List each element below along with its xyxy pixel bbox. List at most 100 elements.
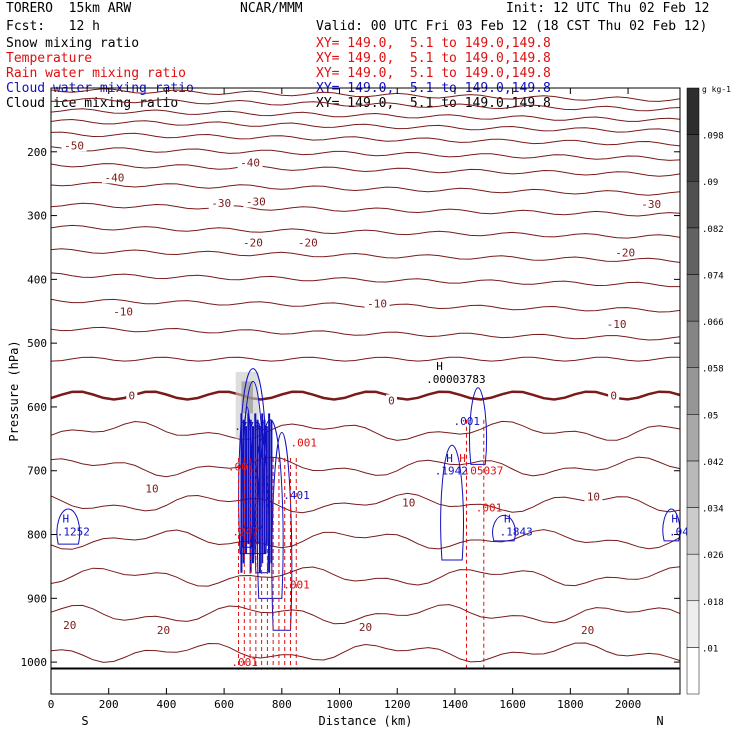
colorbar-tick-label: .098 bbox=[702, 132, 724, 142]
x-tick-label: 800 bbox=[272, 698, 292, 711]
temperature-label: 0 bbox=[388, 395, 395, 408]
temperature-label-bg bbox=[399, 496, 418, 509]
cloud-water-label: .1942 bbox=[435, 465, 468, 478]
isotherm-group bbox=[50, 88, 681, 663]
y-tick-label: 800 bbox=[27, 529, 47, 542]
colorbar-tick-label: .018 bbox=[702, 598, 724, 608]
colorbar-cell bbox=[686, 134, 700, 182]
temperature-label-bg bbox=[243, 195, 269, 208]
colorbar-cell bbox=[686, 460, 700, 508]
colorbar-cell bbox=[686, 320, 700, 368]
colorbar-tick-label: .058 bbox=[702, 365, 724, 375]
temperature-label-bg bbox=[110, 305, 136, 318]
temperature-label-bg bbox=[240, 236, 266, 249]
temperature-label-bg bbox=[356, 621, 375, 634]
colorbar-tick-label: .074 bbox=[702, 271, 724, 281]
y-axis-label: Pressure (hPa) bbox=[7, 340, 21, 441]
legend-label-temperature: Temperature bbox=[6, 51, 93, 66]
valid-time: Valid: 00 UTC Fri 03 Feb 12 (18 CST Thu … bbox=[316, 19, 708, 34]
x-tick-label: 600 bbox=[214, 698, 234, 711]
temperature-label: 0 bbox=[610, 389, 617, 402]
colorbar-cell bbox=[686, 553, 700, 602]
cloud-water-label: .1843 bbox=[500, 525, 533, 538]
temperature-label: -20 bbox=[298, 236, 318, 249]
colorbar-cell bbox=[686, 414, 700, 462]
cloud-water-label: H bbox=[63, 513, 70, 526]
temperature-label-bg bbox=[61, 139, 87, 152]
isotherm-line bbox=[50, 108, 681, 122]
y-tick-label: 200 bbox=[27, 146, 47, 159]
x-tick-label: 1200 bbox=[384, 698, 411, 711]
x-tick-label: 200 bbox=[99, 698, 119, 711]
temperature-label: -30 bbox=[211, 197, 231, 210]
temperature-label-bg bbox=[385, 394, 397, 407]
colorbar-tick-label: .066 bbox=[702, 318, 724, 328]
isotherm-line bbox=[50, 456, 681, 478]
isotherm-line bbox=[50, 326, 681, 341]
isotherm-line bbox=[50, 163, 681, 177]
cloud-water-label: .1252 bbox=[57, 525, 90, 538]
forecast-hour: Fcst: 12 h bbox=[6, 19, 100, 34]
cloud-water-label: H bbox=[671, 513, 678, 526]
cloud-water-label: H bbox=[504, 513, 511, 526]
temperature-label-bg bbox=[578, 624, 597, 637]
temperature-label: -20 bbox=[615, 247, 635, 260]
rain-label: H bbox=[459, 452, 466, 465]
snow-label: .00003783 bbox=[426, 373, 486, 386]
init-time: Init: 12 UTC Thu 02 Feb 12 bbox=[506, 1, 710, 16]
snow-label: H bbox=[436, 360, 443, 373]
isotherm-line bbox=[50, 131, 681, 147]
temperature-label: 10 bbox=[587, 490, 600, 503]
temperature-label-bg bbox=[364, 297, 390, 310]
colorbar-tick-label: .034 bbox=[702, 505, 724, 515]
y-tick-label: 300 bbox=[27, 210, 47, 223]
x-tick-label: 1600 bbox=[499, 698, 526, 711]
isotherm-line bbox=[50, 642, 681, 663]
temperature-label: -10 bbox=[607, 318, 627, 331]
temperature-label-bg bbox=[638, 198, 664, 211]
temperature-label-bg bbox=[295, 236, 321, 249]
colorbar-cell bbox=[686, 600, 700, 648]
temperature-label-bg bbox=[60, 619, 79, 632]
temperature-label-bg bbox=[126, 389, 138, 402]
cloud-water-contour bbox=[271, 431, 293, 631]
temperature-label: -20 bbox=[243, 236, 263, 249]
cloud-water-contour bbox=[492, 514, 516, 542]
model-title: TORERO 15km ARW bbox=[6, 1, 132, 16]
center-title: NCAR/MMM bbox=[240, 1, 303, 16]
rain-label: .247 bbox=[232, 525, 259, 538]
colorbar-cell bbox=[686, 507, 700, 555]
rain-label: .001 bbox=[283, 578, 310, 591]
temperature-label-bg bbox=[584, 490, 603, 503]
isotherm-line bbox=[50, 492, 681, 514]
colorbar-tick-label: .09 bbox=[702, 178, 718, 188]
colorbar-cell bbox=[686, 274, 700, 322]
isotherm-line bbox=[50, 88, 681, 102]
colorbar-cell bbox=[686, 367, 700, 415]
legend-label-snow: Snow mixing ratio bbox=[6, 36, 140, 51]
temperature-label-bg bbox=[612, 246, 638, 259]
cloud-water-contour bbox=[469, 387, 488, 465]
x-tick-label: 2000 bbox=[615, 698, 642, 711]
temperature-label: 20 bbox=[63, 619, 76, 632]
isotherm-line bbox=[50, 118, 681, 133]
temperature-label: 10 bbox=[145, 483, 158, 496]
temperature-label: -30 bbox=[641, 198, 661, 211]
isotherm-line bbox=[50, 248, 681, 263]
isotherm-line bbox=[50, 566, 681, 587]
temperature-label-bg bbox=[142, 482, 161, 495]
legend-label-rain: Rain water mixing ratio bbox=[6, 66, 187, 81]
temperature-label: 20 bbox=[581, 624, 594, 637]
isotherm-line bbox=[50, 97, 681, 112]
isotherm-line bbox=[50, 181, 681, 196]
temperature-label: 20 bbox=[359, 621, 372, 634]
cloud-water-label: .04 bbox=[669, 525, 689, 538]
colorbar-tick-label: .05 bbox=[702, 411, 718, 421]
legend-xy-temperature: XY= 149.0, 5.1 to 149.0,149.8 bbox=[316, 51, 551, 66]
isotherm-line bbox=[50, 146, 681, 161]
cloud-water-label: H bbox=[446, 452, 453, 465]
cloud-water-contour bbox=[440, 444, 464, 561]
temperature-label: -10 bbox=[113, 305, 133, 318]
colorbar-tick-label: .042 bbox=[702, 458, 724, 468]
